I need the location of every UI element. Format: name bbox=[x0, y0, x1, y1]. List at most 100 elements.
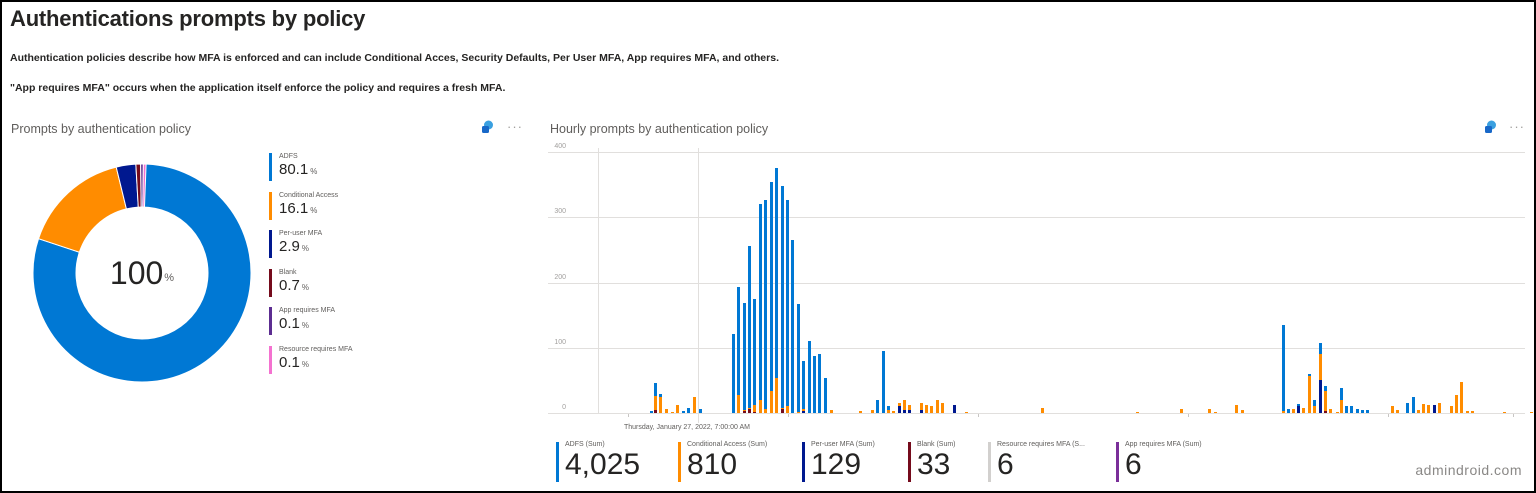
bar[interactable] bbox=[1460, 381, 1463, 413]
bar[interactable] bbox=[732, 334, 735, 413]
bar[interactable] bbox=[676, 405, 679, 413]
bar[interactable] bbox=[1406, 402, 1409, 413]
bar[interactable] bbox=[759, 204, 762, 413]
bar[interactable] bbox=[808, 341, 811, 413]
bar[interactable] bbox=[764, 200, 767, 413]
bar[interactable] bbox=[1340, 388, 1343, 413]
bar[interactable] bbox=[876, 399, 879, 413]
bar[interactable] bbox=[882, 351, 885, 413]
bar[interactable] bbox=[1361, 410, 1364, 413]
bar[interactable] bbox=[1450, 406, 1453, 413]
bar[interactable] bbox=[903, 399, 906, 413]
bar[interactable] bbox=[1313, 399, 1316, 413]
bar[interactable] bbox=[824, 377, 827, 413]
bar[interactable] bbox=[775, 167, 778, 413]
bar[interactable] bbox=[1319, 342, 1322, 413]
bar[interactable] bbox=[743, 303, 746, 413]
bar[interactable] bbox=[687, 407, 690, 413]
bar[interactable] bbox=[1438, 402, 1441, 413]
legend-item[interactable]: Blank 0.7% bbox=[269, 268, 353, 307]
bar[interactable] bbox=[1208, 409, 1211, 413]
bar[interactable] bbox=[699, 409, 702, 413]
bar[interactable] bbox=[1297, 403, 1300, 413]
bar[interactable] bbox=[1466, 411, 1469, 413]
bar[interactable] bbox=[665, 409, 668, 413]
bar[interactable] bbox=[925, 405, 928, 413]
legend-item[interactable]: Resource requires MFA 0.1% bbox=[269, 345, 353, 384]
bar[interactable] bbox=[1530, 411, 1533, 413]
bar[interactable] bbox=[1241, 409, 1244, 413]
donut-more-options-button[interactable]: ··· bbox=[507, 119, 523, 134]
bar[interactable] bbox=[859, 411, 862, 413]
bar[interactable] bbox=[1302, 407, 1305, 413]
bar-more-options-button[interactable]: ··· bbox=[1509, 119, 1525, 134]
donut-slice-adfs[interactable] bbox=[32, 163, 252, 383]
bar[interactable] bbox=[1427, 405, 1430, 413]
legend-item[interactable]: App requires MFA 0.1% bbox=[269, 306, 353, 345]
bar[interactable] bbox=[659, 394, 662, 413]
bar[interactable] bbox=[1433, 405, 1436, 413]
bar[interactable] bbox=[1455, 394, 1458, 413]
bar[interactable] bbox=[1366, 409, 1369, 413]
bar[interactable] bbox=[1391, 406, 1394, 413]
bar[interactable] bbox=[671, 411, 674, 413]
bar[interactable] bbox=[791, 239, 794, 413]
bar[interactable] bbox=[908, 405, 911, 413]
bar[interactable] bbox=[920, 402, 923, 413]
bar[interactable] bbox=[1308, 373, 1311, 413]
bar[interactable] bbox=[941, 402, 944, 413]
legend-item[interactable]: Per-user MFA 2.9% bbox=[269, 229, 353, 268]
bar[interactable] bbox=[1417, 409, 1420, 413]
bar[interactable] bbox=[1350, 406, 1353, 413]
bar[interactable] bbox=[892, 411, 895, 413]
bar[interactable] bbox=[1396, 409, 1399, 413]
bar[interactable] bbox=[781, 186, 784, 413]
bar[interactable] bbox=[786, 200, 789, 413]
bar[interactable] bbox=[1136, 411, 1139, 413]
bar[interactable] bbox=[936, 399, 939, 413]
bar[interactable] bbox=[1214, 411, 1217, 413]
bar[interactable] bbox=[898, 403, 901, 413]
bar[interactable] bbox=[737, 286, 740, 413]
donut-slice-conditional-access[interactable] bbox=[37, 166, 127, 253]
bar[interactable] bbox=[1336, 411, 1339, 413]
bar[interactable] bbox=[1180, 409, 1183, 413]
bar[interactable] bbox=[802, 360, 805, 413]
copilot-icon[interactable] bbox=[479, 120, 495, 134]
legend-item[interactable]: ADFS 80.1% bbox=[269, 152, 353, 191]
bar[interactable] bbox=[930, 406, 933, 413]
bar[interactable] bbox=[1235, 405, 1238, 413]
bar[interactable] bbox=[813, 355, 816, 413]
donut-slice-resource-requires-mfa[interactable] bbox=[142, 163, 147, 208]
bar[interactable] bbox=[654, 383, 657, 413]
bar[interactable] bbox=[1422, 403, 1425, 413]
bar[interactable] bbox=[753, 298, 756, 413]
bar[interactable] bbox=[1345, 406, 1348, 413]
copilot-icon[interactable] bbox=[1482, 120, 1498, 134]
legend-item[interactable]: Conditional Access 16.1% bbox=[269, 191, 353, 230]
bar[interactable] bbox=[1324, 386, 1327, 413]
bar[interactable] bbox=[1471, 411, 1474, 413]
bar[interactable] bbox=[953, 405, 956, 413]
bar[interactable] bbox=[965, 411, 968, 413]
bar[interactable] bbox=[748, 246, 751, 413]
bar[interactable] bbox=[1503, 411, 1506, 413]
bar[interactable] bbox=[797, 304, 800, 413]
donut-chart[interactable] bbox=[32, 163, 252, 383]
bar[interactable] bbox=[1329, 409, 1332, 413]
bar[interactable] bbox=[770, 182, 773, 413]
bar[interactable] bbox=[1287, 409, 1290, 413]
bar[interactable] bbox=[830, 409, 833, 413]
bar[interactable] bbox=[682, 411, 685, 413]
bar[interactable] bbox=[1412, 397, 1415, 413]
hourly-bar-chart[interactable]: Thursday, January 27, 2022, 7:00:00 AM 0… bbox=[548, 140, 1533, 440]
bar[interactable] bbox=[650, 411, 653, 413]
bar[interactable] bbox=[871, 410, 874, 413]
bar[interactable] bbox=[1041, 407, 1044, 413]
bar[interactable] bbox=[1356, 409, 1359, 413]
bar[interactable] bbox=[1282, 324, 1285, 413]
bar[interactable] bbox=[887, 405, 890, 413]
bar[interactable] bbox=[693, 397, 696, 413]
bar[interactable] bbox=[1292, 409, 1295, 413]
bar[interactable] bbox=[818, 354, 821, 413]
